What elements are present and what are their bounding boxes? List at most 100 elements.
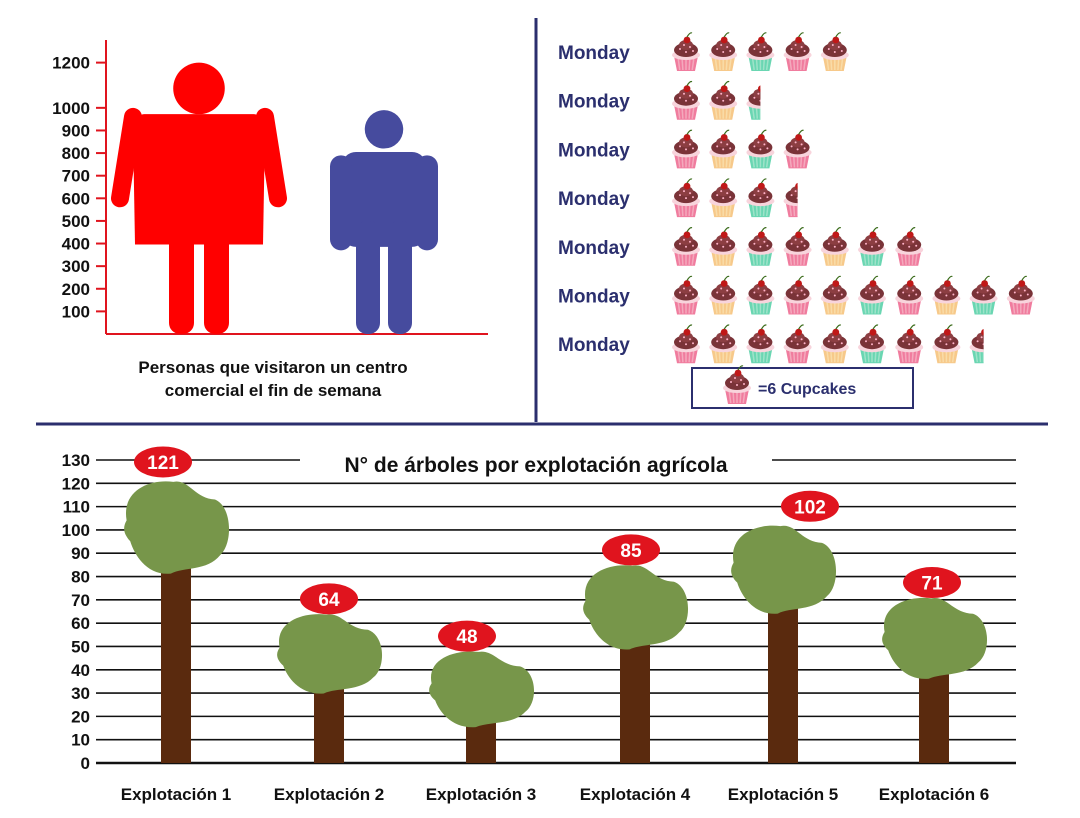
cupcake-icon	[783, 32, 812, 71]
tree-category-label: Explotación 5	[728, 785, 839, 804]
cupcake-icon	[858, 275, 886, 315]
tree-value-bubble	[903, 567, 961, 599]
people-y-tick-label: 700	[62, 167, 90, 186]
cupcake-icon	[746, 178, 775, 218]
cupcake-row-label: Monday	[558, 238, 630, 259]
tree-y-tick-label: 50	[71, 637, 90, 656]
people-y-tick-label: 800	[62, 144, 90, 163]
cupcake-pictograph-chart: Monday Monday Monday Monday Monday Monday Mond…	[558, 32, 1035, 409]
tree-y-tick-label: 60	[71, 614, 90, 633]
male-icon	[330, 110, 438, 334]
people-y-tick-label: 200	[62, 280, 90, 299]
tree-category-label: Explotación 3	[426, 785, 537, 804]
cupcake-icon	[895, 227, 924, 266]
tree-value-bubble	[134, 446, 192, 478]
tree-value-label: 64	[318, 590, 340, 611]
female-icon	[111, 62, 287, 334]
tree-data-labels: 121 64 48 85 102 71	[134, 446, 961, 652]
tree-foliage	[277, 614, 383, 694]
cupcake-row: Monday	[558, 227, 924, 266]
people-y-tick-label: 500	[62, 212, 90, 231]
cupcake-row: Monday	[558, 80, 761, 120]
cupcake-icon	[783, 275, 812, 315]
people-pictograph-chart: 100 200 300 400 500 600 700 800 900 1000 1200 Pers…	[52, 40, 488, 400]
cupcake-icon	[672, 227, 700, 266]
cupcake-icon	[969, 328, 984, 364]
cupcake-legend-icon	[723, 365, 751, 404]
cupcake-icon	[709, 129, 738, 169]
cupcake-icon	[746, 32, 775, 71]
cupcake-icon	[746, 129, 775, 169]
cupcake-row: Monday	[558, 324, 984, 364]
cupcake-icon	[783, 324, 812, 364]
cupcake-icon	[969, 275, 998, 315]
cupcake-icon	[709, 227, 738, 266]
cupcake-icon	[672, 80, 700, 120]
tree-category-label: Explotación 2	[274, 785, 385, 804]
people-y-tick-label: 600	[62, 189, 90, 208]
cupcake-icon	[895, 275, 924, 315]
cupcake-row: Monday	[558, 129, 812, 169]
cupcake-row-label: Monday	[558, 43, 630, 64]
people-caption-line-1: Personas que visitaron un centro	[138, 358, 407, 377]
cupcake-icon	[746, 275, 775, 315]
cupcake-icon	[820, 227, 849, 266]
cupcake-icon	[820, 32, 849, 71]
people-y-tick-label: 300	[62, 257, 90, 276]
tree-trunk	[919, 664, 949, 763]
tree-foliage	[882, 597, 988, 679]
tree-bar	[124, 481, 230, 763]
cupcake-icon	[820, 324, 849, 364]
tree-value-label: 121	[147, 453, 179, 474]
cupcake-icon	[746, 85, 761, 120]
tree-y-tick-label: 120	[62, 474, 90, 493]
cupcake-icon	[672, 324, 700, 364]
cupcake-row-label: Monday	[558, 92, 630, 113]
tree-y-tick-label: 40	[71, 661, 90, 680]
cupcake-icon	[709, 32, 738, 71]
cupcake-icon	[858, 227, 886, 266]
tree-category-labels: Explotación 1 Explotación 2 Explotación 3 E…	[121, 785, 990, 804]
tree-title-background	[300, 446, 772, 482]
cupcake-icon	[932, 275, 961, 315]
tree-y-tick-label: 90	[71, 544, 90, 563]
legend-cupcake-icon	[723, 365, 751, 404]
people-caption-line-2: comercial el fin de semana	[165, 381, 382, 400]
cupcake-icon	[746, 227, 775, 266]
tree-y-tick-label: 110	[63, 498, 90, 517]
tree-bars	[124, 481, 988, 763]
tree-bar	[731, 525, 837, 763]
people-y-axis: 100 200 300 400 500 600 700 800 900 1000 1200	[52, 54, 106, 321]
cupcake-icon	[932, 324, 961, 364]
cupcake-legend-label: =6 Cupcakes	[758, 381, 856, 398]
cupcake-icon	[783, 129, 812, 169]
tree-y-tick-label: 80	[71, 568, 90, 587]
tree-value-bubble	[602, 534, 660, 566]
people-y-tick-label: 100	[62, 302, 90, 321]
tree-bar	[277, 614, 383, 763]
cupcake-icon	[709, 178, 738, 218]
cupcake-icon	[783, 227, 812, 266]
cupcake-icon	[1006, 275, 1035, 315]
cupcake-rows: Monday Monday Monday Monday Monday Monday Mond…	[558, 32, 1035, 364]
tree-foliage	[124, 481, 230, 574]
cupcake-row: Monday	[558, 275, 1035, 315]
people-y-tick-label: 900	[62, 121, 90, 140]
tree-category-label: Explotación 4	[580, 785, 691, 804]
tree-foliage	[583, 565, 689, 650]
cupcake-icon	[783, 182, 798, 218]
tree-foliage	[429, 651, 535, 728]
cupcake-icon	[709, 80, 738, 120]
cupcake-icon	[672, 129, 700, 169]
cupcake-icon	[746, 324, 775, 364]
tree-bar-chart: 0 10 20 30 40 50 60 70 80 90 100 110 120 130 N° de ár…	[62, 446, 1016, 804]
tree-y-tick-label: 20	[71, 707, 90, 726]
cupcake-icon	[858, 324, 886, 364]
tree-value-label: 48	[456, 627, 477, 648]
people-figures	[111, 62, 438, 334]
tree-bar	[882, 597, 988, 763]
cupcake-icon	[709, 324, 738, 364]
people-y-tick-label: 1200	[52, 54, 90, 73]
cupcake-icon	[820, 275, 849, 315]
tree-value-label: 102	[794, 497, 826, 518]
